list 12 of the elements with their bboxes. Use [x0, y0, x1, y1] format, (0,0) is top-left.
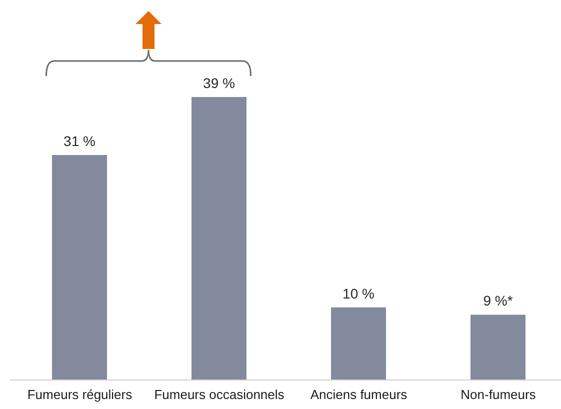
data-label: 10 %	[342, 285, 374, 302]
data-label: 39 %	[203, 75, 235, 91]
data-label: 31 %	[64, 133, 96, 150]
x-tick-label: Fumeurs occasionnels	[154, 387, 285, 402]
bar	[470, 314, 526, 380]
x-tick-label: Anciens fumeurs	[310, 387, 408, 402]
x-tick-label: Fumeurs réguliers	[27, 387, 133, 402]
bar	[192, 97, 246, 380]
bar	[52, 155, 107, 380]
bar	[331, 307, 386, 380]
x-tick-label: Non-fumeurs	[460, 387, 536, 402]
data-label: 9 %*	[483, 292, 514, 309]
